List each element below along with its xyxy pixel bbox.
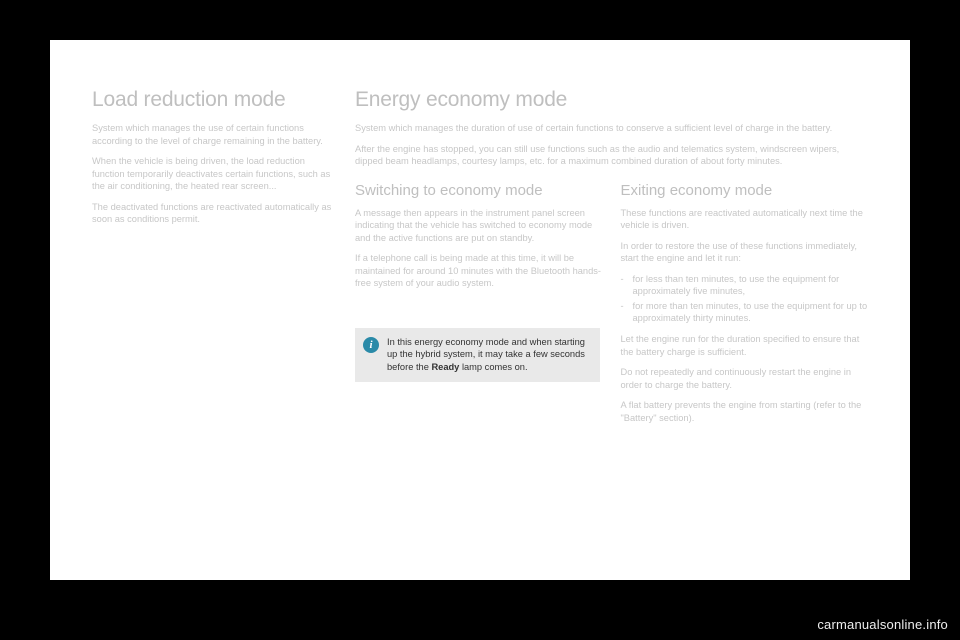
left-p3: The deactivated functions are reactivate…: [92, 201, 337, 226]
left-p2: When the vehicle is being driven, the lo…: [92, 155, 337, 193]
switching-title: Switching to economy mode: [355, 182, 603, 199]
right-title: Energy economy mode: [355, 88, 868, 112]
dash-icon: -: [621, 273, 633, 298]
switching-p1: A message then appears in the instrument…: [355, 207, 603, 245]
left-title: Load reduction mode: [92, 88, 337, 112]
exiting-p2: In order to restore the use of these fun…: [621, 240, 869, 265]
exiting-p1: These functions are reactivated automati…: [621, 207, 869, 232]
callout-box: i In this energy economy mode and when s…: [355, 328, 600, 382]
right-column: Energy economy mode System which manages…: [355, 88, 868, 432]
bullet-2: -for more than ten minutes, to use the e…: [621, 300, 869, 325]
exiting-p5: A flat battery prevents the engine from …: [621, 399, 869, 424]
bullet-2-text: for more than ten minutes, to use the eq…: [633, 300, 869, 325]
left-column: Load reduction mode System which manages…: [92, 88, 337, 432]
switching-column: Switching to economy mode A message then…: [355, 182, 603, 433]
dash-icon: -: [621, 300, 633, 325]
exiting-p3: Let the engine run for the duration spec…: [621, 333, 869, 358]
bullet-1: -for less than ten minutes, to use the e…: [621, 273, 869, 298]
manual-page: Load reduction mode System which manages…: [50, 40, 910, 580]
bullet-1-text: for less than ten minutes, to use the eq…: [633, 273, 869, 298]
switching-p2: If a telephone call is being made at thi…: [355, 252, 603, 290]
callout-after: lamp comes on.: [459, 362, 527, 372]
columns: Load reduction mode System which manages…: [92, 88, 868, 432]
right-subcolumns: Switching to economy mode A message then…: [355, 182, 868, 433]
exiting-p4: Do not repeatedly and continuously resta…: [621, 366, 869, 391]
left-p1: System which manages the use of certain …: [92, 122, 337, 147]
callout-bold: Ready: [431, 362, 459, 372]
exiting-bullets: -for less than ten minutes, to use the e…: [621, 273, 869, 325]
callout-text: In this energy economy mode and when sta…: [387, 336, 590, 374]
info-icon: i: [363, 337, 379, 353]
exiting-column: Exiting economy mode These functions are…: [621, 182, 869, 433]
watermark: carmanualsonline.info: [817, 617, 948, 632]
exiting-title: Exiting economy mode: [621, 182, 869, 199]
right-intro1: System which manages the duration of use…: [355, 122, 868, 135]
right-intro2: After the engine has stopped, you can st…: [355, 143, 868, 168]
